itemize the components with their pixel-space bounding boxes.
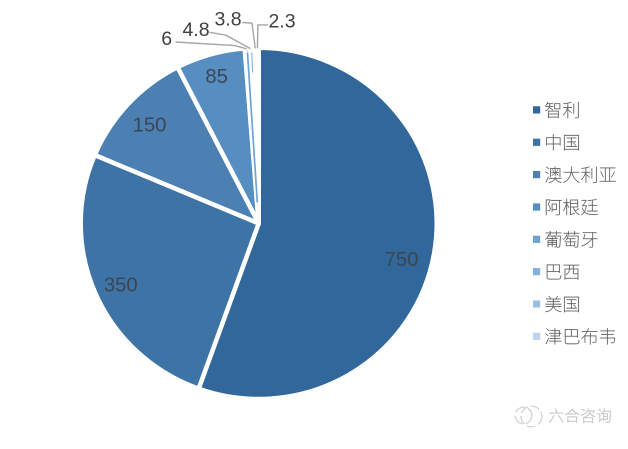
svg-text:3.8: 3.8 <box>214 9 241 31</box>
svg-text:4.8: 4.8 <box>182 19 209 41</box>
svg-text:6: 6 <box>161 28 172 50</box>
svg-text:150: 150 <box>133 115 167 137</box>
svg-text:2.3: 2.3 <box>268 10 295 32</box>
svg-text:85: 85 <box>205 66 228 88</box>
svg-text:750: 750 <box>385 249 419 271</box>
svg-text:350: 350 <box>104 275 138 297</box>
